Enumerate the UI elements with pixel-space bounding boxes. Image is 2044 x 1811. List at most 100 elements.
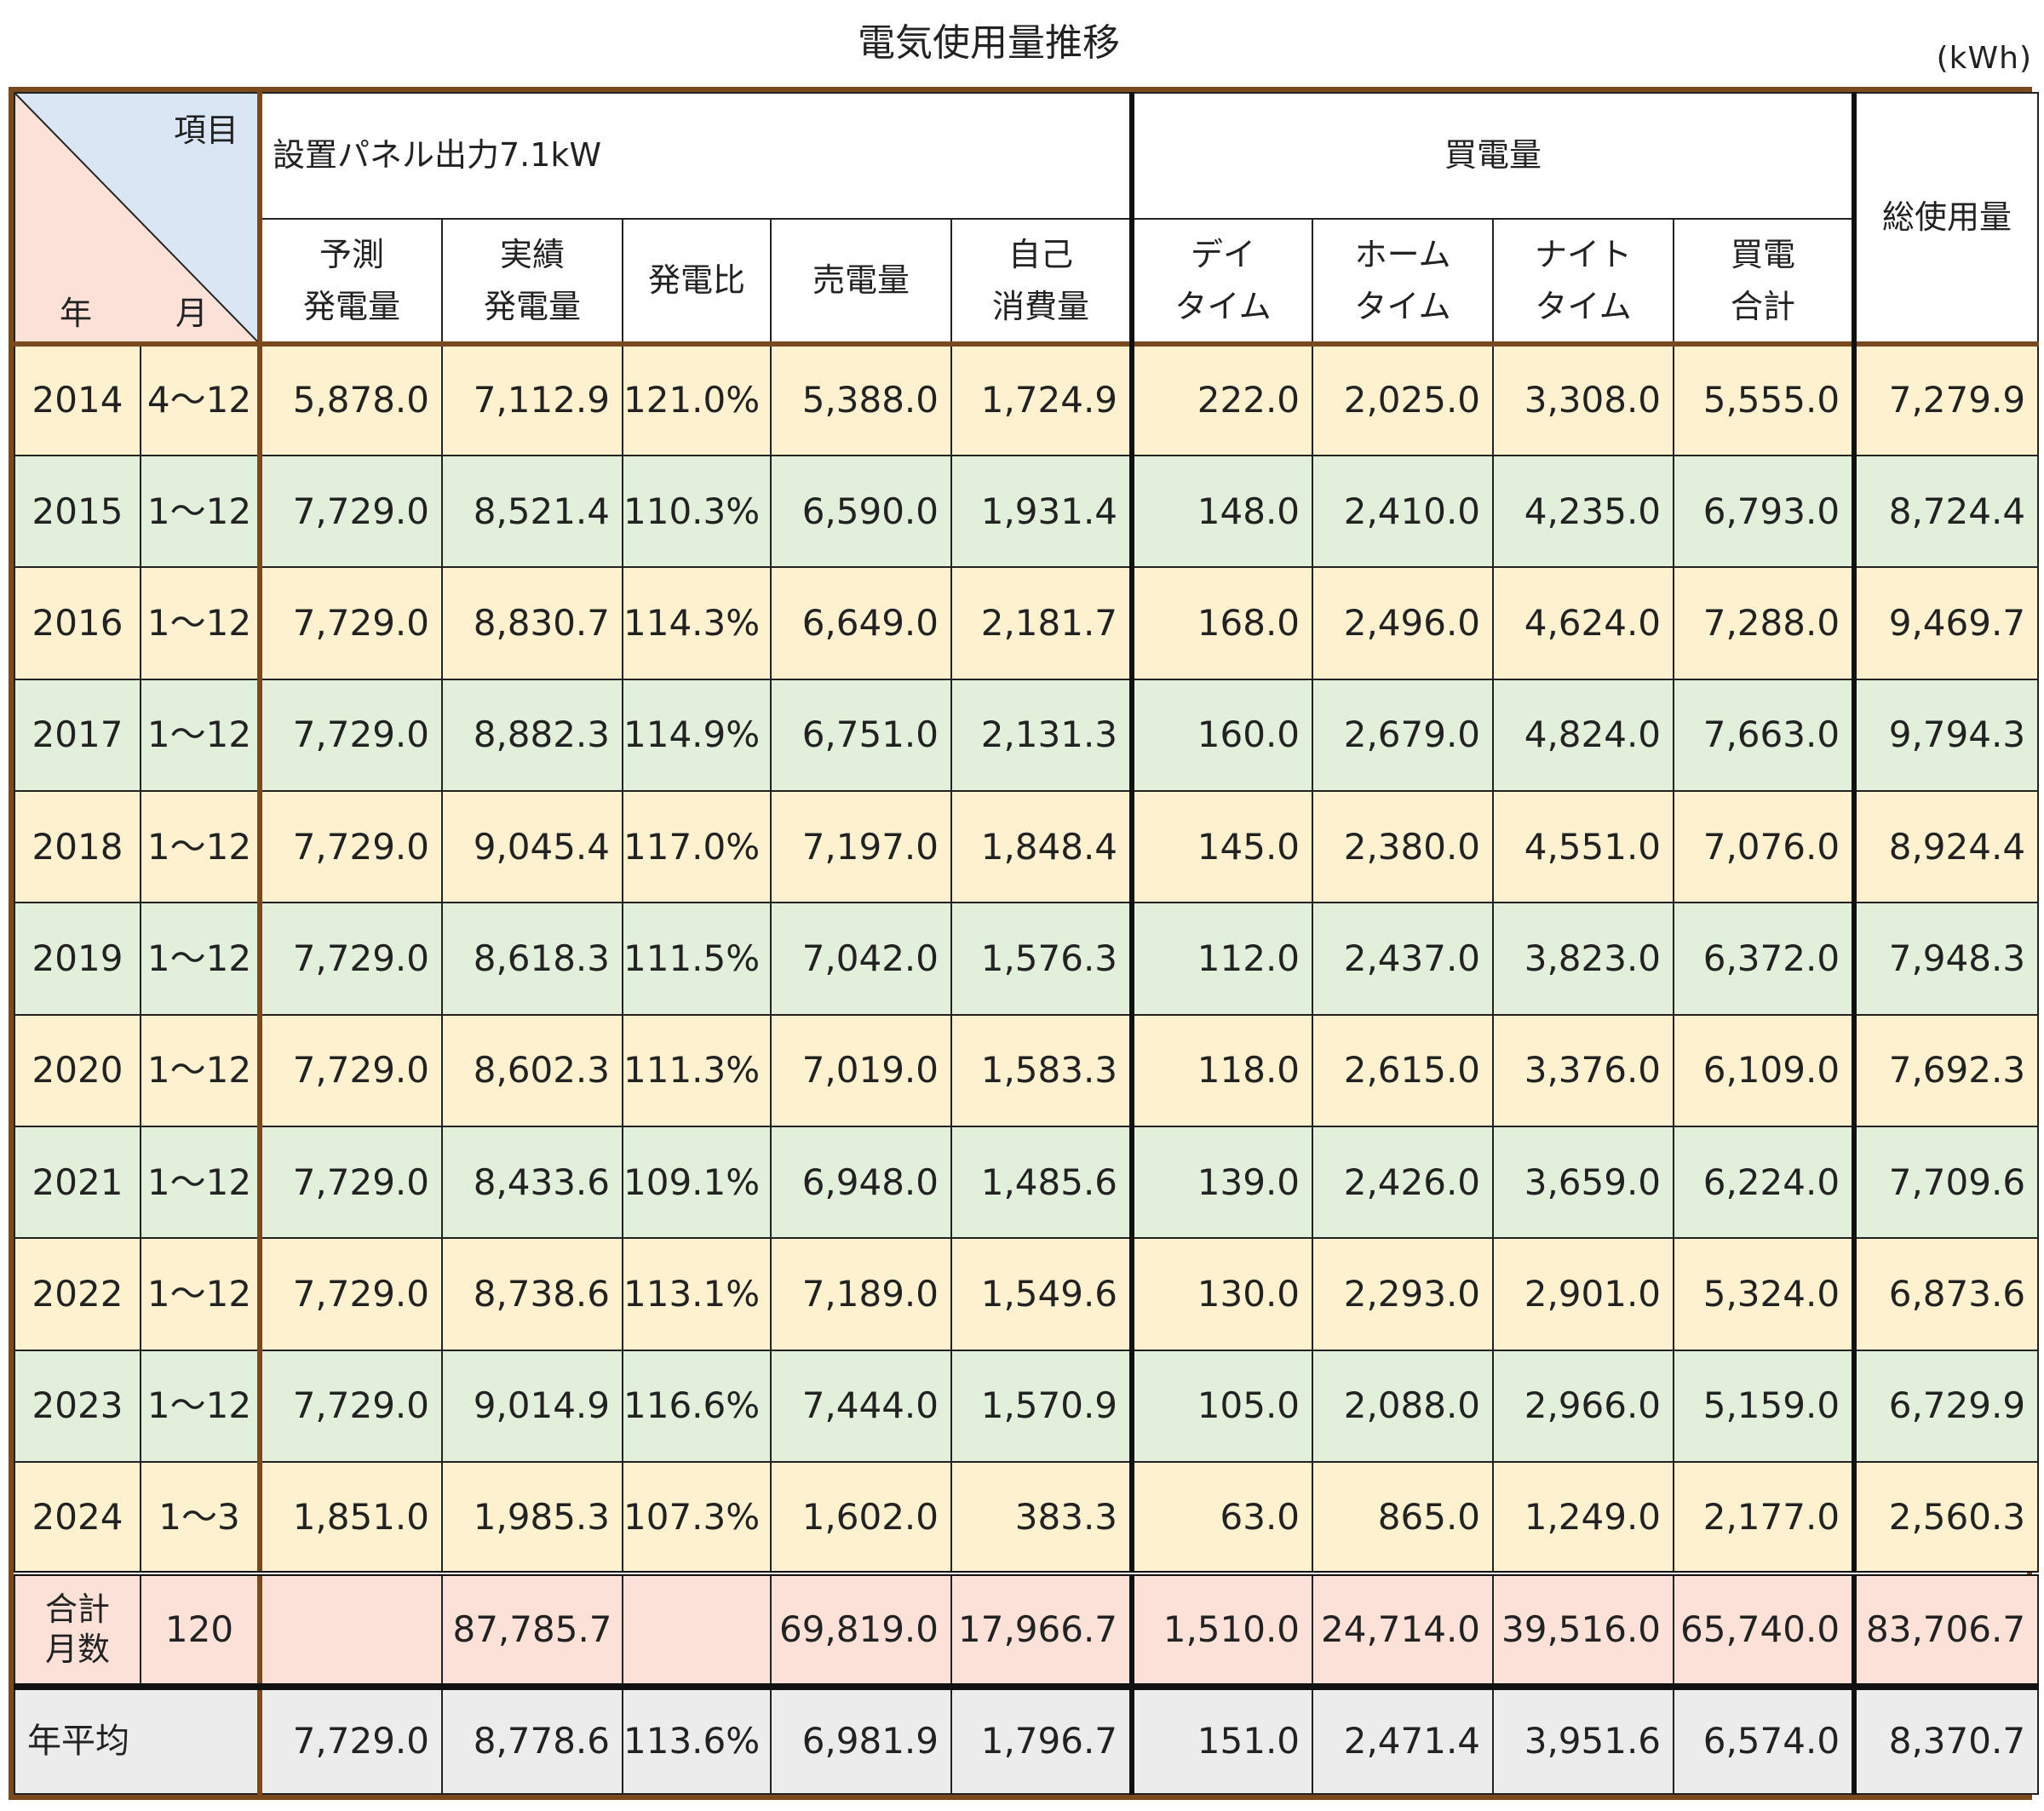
- cell-total: 8,724.4: [1852, 455, 2040, 569]
- cell-year: 2023: [14, 1349, 141, 1464]
- cell-day: 145.0: [1129, 790, 1314, 904]
- total-buytotal: 65,740.0: [1673, 1571, 1856, 1688]
- cell-ratio: 107.3%: [622, 1461, 772, 1575]
- cell-total: 7,709.6: [1852, 1126, 2040, 1240]
- total-months: 120: [140, 1571, 261, 1688]
- total-sold: 69,819.0: [770, 1571, 952, 1688]
- total-label-line: 合計: [44, 1590, 110, 1628]
- cell-home: 2,293.0: [1312, 1237, 1495, 1351]
- cell-month: 1～12: [140, 678, 261, 793]
- cell-ratio: 111.5%: [622, 902, 772, 1016]
- table-row: 2016 1～12 7,729.0 8,830.7 114.3% 6,649.0 2,181…: [14, 566, 2040, 680]
- cell-month: 1～12: [140, 1237, 261, 1351]
- cell-night: 4,551.0: [1492, 790, 1675, 904]
- cell-home: 2,410.0: [1312, 455, 1495, 569]
- col-total-header: 総使用量: [1852, 92, 2040, 345]
- total-actual: 87,785.7: [441, 1571, 623, 1688]
- cell-total: 7,692.3: [1852, 1013, 2040, 1128]
- cell-night: 2,966.0: [1492, 1349, 1675, 1464]
- total-night: 39,516.0: [1492, 1571, 1675, 1688]
- cell-month: 1～12: [140, 1013, 261, 1128]
- cell-forecast: 7,729.0: [257, 1237, 443, 1351]
- cell-actual: 8,738.6: [441, 1237, 623, 1351]
- average-buytotal: 6,574.0: [1673, 1682, 1856, 1796]
- cell-forecast: 5,878.0: [257, 341, 443, 457]
- cell-day: 130.0: [1129, 1237, 1314, 1351]
- cell-year: 2016: [14, 566, 141, 680]
- col-day-header: デイ タイム: [1129, 218, 1314, 345]
- cell-actual: 8,433.6: [441, 1126, 623, 1240]
- table-row: 2022 1～12 7,729.0 8,738.6 113.1% 7,189.0 1,549…: [14, 1237, 2040, 1351]
- cell-month: 1～12: [140, 902, 261, 1016]
- cell-night: 4,624.0: [1492, 566, 1675, 680]
- cell-actual: 8,830.7: [441, 566, 623, 680]
- cell-actual: 9,014.9: [441, 1349, 623, 1464]
- average-night: 3,951.6: [1492, 1682, 1675, 1796]
- cell-home: 2,615.0: [1312, 1013, 1495, 1128]
- cell-home: 2,496.0: [1312, 566, 1495, 680]
- cell-year: 2022: [14, 1237, 141, 1351]
- cell-year: 2024: [14, 1461, 141, 1575]
- cell-forecast: 1,851.0: [257, 1461, 443, 1575]
- cell-night: 4,235.0: [1492, 455, 1675, 569]
- cell-actual: 7,112.9: [441, 341, 623, 457]
- cell-day: 168.0: [1129, 566, 1314, 680]
- cell-home: 865.0: [1312, 1461, 1495, 1575]
- cell-sold: 7,197.0: [770, 790, 952, 904]
- cell-sold: 6,590.0: [770, 455, 952, 569]
- average-row: 年平均 7,729.0 8,778.6 113.6% 6,981.9 1,796.7 151…: [14, 1682, 2040, 1796]
- cell-forecast: 7,729.0: [257, 1013, 443, 1128]
- cell-month: 1～3: [140, 1461, 261, 1575]
- cell-sold: 5,388.0: [770, 341, 952, 457]
- cell-sold: 7,042.0: [770, 902, 952, 1016]
- electricity-table: 項目 年 月 設置パネル出力7.1kW 買電量 総使用量 予測 発電量 実績 発電量…: [9, 87, 2040, 1800]
- corner-year-label: 年: [60, 295, 93, 333]
- total-row: 合計 月数 120 87,785.7 69,819.0 17,966.7 1,510.0 24…: [14, 1571, 2040, 1688]
- cell-home: 2,426.0: [1312, 1126, 1495, 1240]
- unit-label: (kWh): [1936, 41, 2032, 76]
- col-home-header: ホーム タイム: [1312, 218, 1495, 345]
- cell-buytotal: 7,288.0: [1673, 566, 1856, 680]
- cell-day: 139.0: [1129, 1126, 1314, 1240]
- cell-day: 118.0: [1129, 1013, 1314, 1128]
- cell-night: 3,823.0: [1492, 902, 1675, 1016]
- col-night-header: ナイト タイム: [1492, 218, 1675, 345]
- cell-night: 3,376.0: [1492, 1013, 1675, 1128]
- total-self: 17,966.7: [950, 1571, 1134, 1688]
- cell-forecast: 7,729.0: [257, 566, 443, 680]
- average-label: 年平均: [14, 1682, 261, 1796]
- cell-year: 2014: [14, 341, 141, 457]
- table-row: 2015 1～12 7,729.0 8,521.4 110.3% 6,590.0 1,931…: [14, 455, 2040, 569]
- col-actual-header: 実績 発電量: [441, 218, 623, 345]
- cell-self: 1,583.3: [950, 1013, 1134, 1128]
- cell-day: 160.0: [1129, 678, 1314, 793]
- cell-year: 2019: [14, 902, 141, 1016]
- cell-self: 1,724.9: [950, 341, 1134, 457]
- cell-self: 1,848.4: [950, 790, 1134, 904]
- col-forecast-header: 予測 発電量: [257, 218, 443, 345]
- cell-actual: 1,985.3: [441, 1461, 623, 1575]
- cell-buytotal: 7,076.0: [1673, 790, 1856, 904]
- cell-night: 3,659.0: [1492, 1126, 1675, 1240]
- cell-self: 2,181.7: [950, 566, 1134, 680]
- corner-header: 項目 年 月: [14, 92, 261, 345]
- cell-total: 8,924.4: [1852, 790, 2040, 904]
- total-label: 合計 月数: [14, 1571, 141, 1688]
- cell-home: 2,088.0: [1312, 1349, 1495, 1464]
- average-forecast: 7,729.0: [257, 1682, 443, 1796]
- cell-ratio: 111.3%: [622, 1013, 772, 1128]
- cell-day: 105.0: [1129, 1349, 1314, 1464]
- cell-year: 2018: [14, 790, 141, 904]
- average-actual: 8,778.6: [441, 1682, 623, 1796]
- cell-forecast: 7,729.0: [257, 678, 443, 793]
- cell-month: 1～12: [140, 1126, 261, 1240]
- cell-total: 2,560.3: [1852, 1461, 2040, 1575]
- cell-month: 1～12: [140, 1349, 261, 1464]
- cell-self: 1,570.9: [950, 1349, 1134, 1464]
- col-sold-header: 売電量: [770, 218, 952, 345]
- cell-year: 2015: [14, 455, 141, 569]
- cell-ratio: 114.3%: [622, 566, 772, 680]
- cell-day: 148.0: [1129, 455, 1314, 569]
- cell-total: 6,729.9: [1852, 1349, 2040, 1464]
- cell-actual: 8,602.3: [441, 1013, 623, 1128]
